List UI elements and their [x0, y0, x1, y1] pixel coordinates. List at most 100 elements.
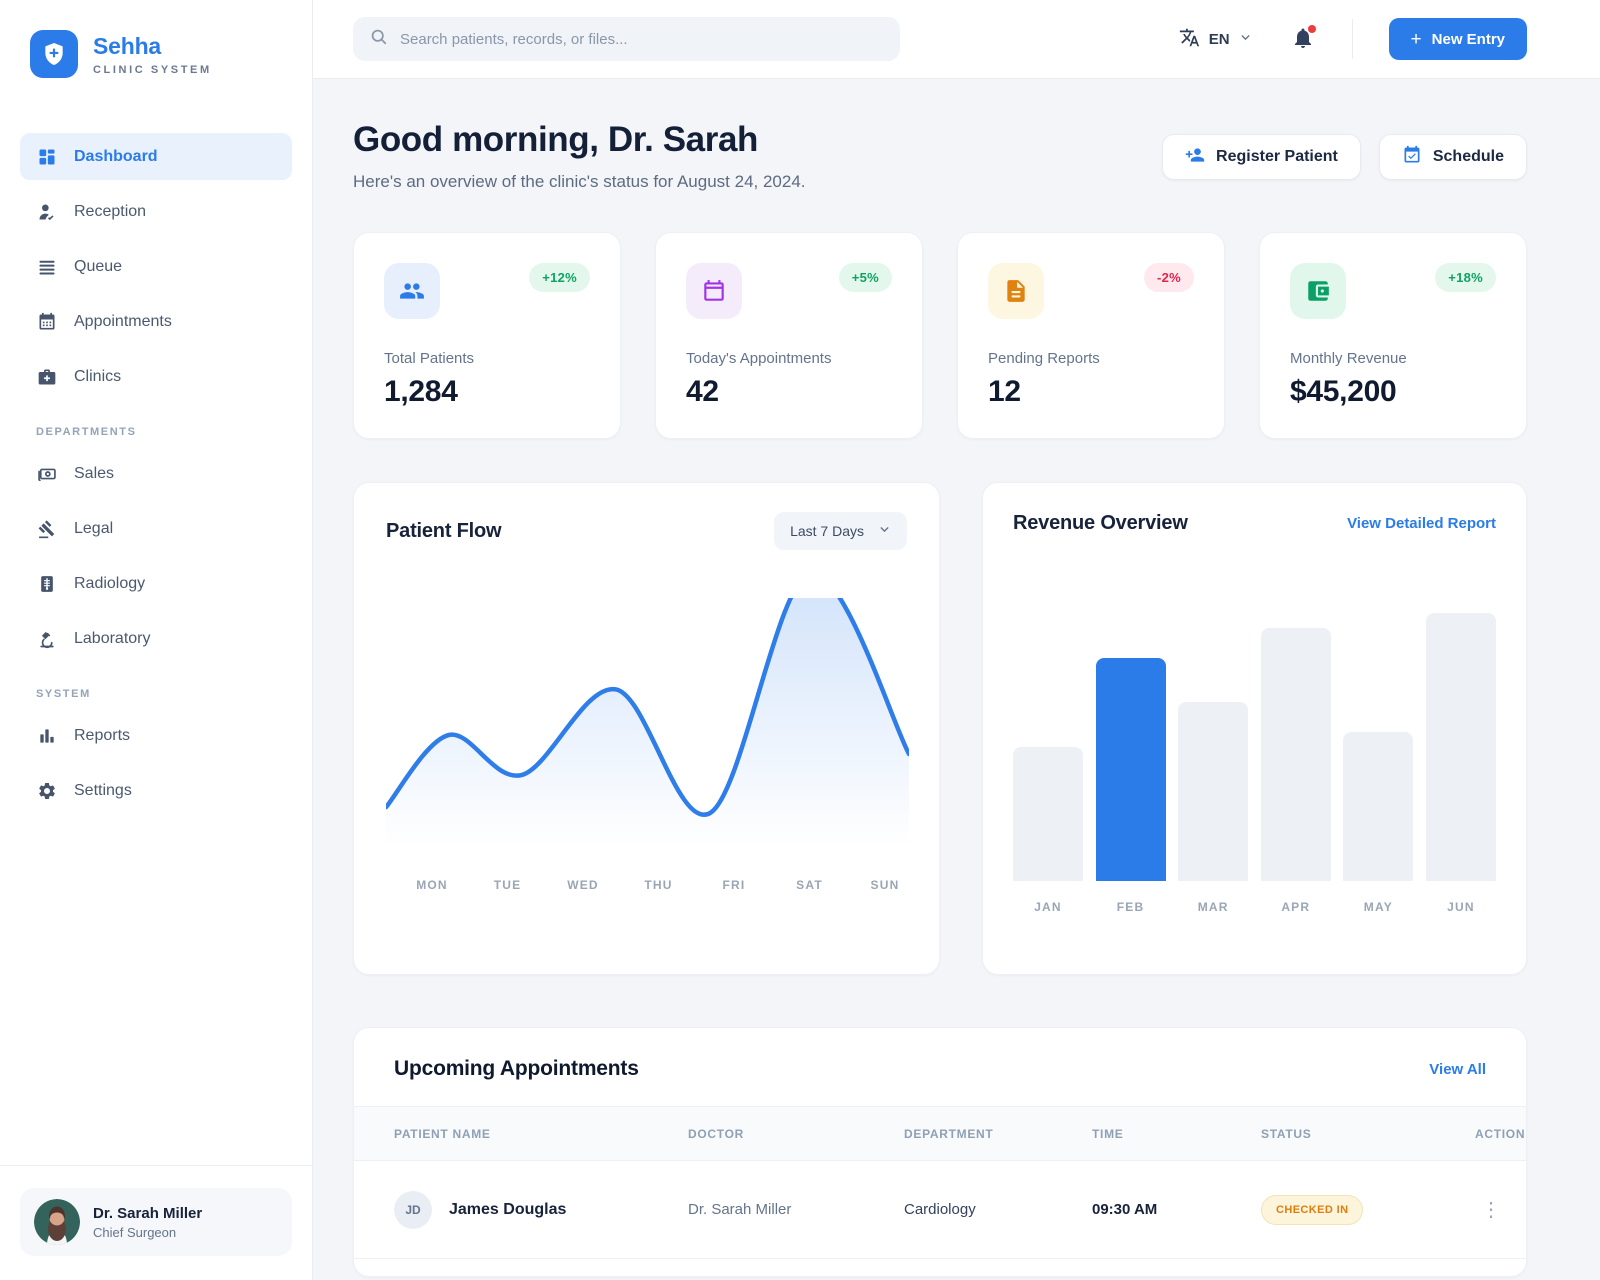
- delta-badge: -2%: [1143, 263, 1194, 292]
- radiology-icon: [36, 573, 58, 595]
- stat-value: $45,200: [1290, 375, 1397, 408]
- sidebar-item-reception[interactable]: Reception: [20, 188, 292, 235]
- stat-card-todays-appointments: +5% Today's Appointments 42: [655, 232, 923, 439]
- settings-icon: [36, 780, 58, 802]
- content-column: EN + New Entry Good morning, Dr. Sarah: [313, 0, 1600, 1280]
- x-axis-label: SUN: [870, 878, 900, 892]
- sidebar-item-label: Appointments: [74, 312, 172, 330]
- sales-icon: [36, 463, 58, 485]
- patient-flow-card: Patient Flow Last 7 Days MON TUE WED THU FRI…: [353, 482, 940, 975]
- stat-card-monthly-revenue: +18% Monthly Revenue $45,200: [1259, 232, 1527, 439]
- language-selector[interactable]: EN: [1179, 27, 1252, 52]
- revenue-bar-feb: [1095, 657, 1166, 881]
- revenue-bar-jun: [1425, 612, 1496, 881]
- x-axis-label: FEB: [1116, 900, 1145, 914]
- sidebar-item-label: Queue: [74, 257, 123, 275]
- x-axis-label: THU: [644, 878, 673, 892]
- sidebar-item-clinics[interactable]: Clinics: [20, 353, 292, 400]
- sidebar-item-appointments[interactable]: Appointments: [20, 298, 292, 345]
- stat-label: Monthly Revenue: [1290, 350, 1407, 367]
- clinics-icon: [36, 366, 58, 388]
- wallet-icon: [1290, 263, 1346, 319]
- avatar: [34, 1199, 80, 1245]
- profile-role: Chief Surgeon: [93, 1224, 177, 1240]
- sidebar-item-dashboard[interactable]: Dashboard: [20, 133, 292, 180]
- notification-dot: [1307, 25, 1316, 33]
- profile-name: Dr. Sarah Miller: [93, 1204, 203, 1222]
- reception-icon: [36, 201, 58, 223]
- doctor-name: Dr. Sarah Miller: [688, 1201, 792, 1218]
- stat-value: 1,284: [384, 375, 458, 408]
- page-title: Good morning, Dr. Sarah: [353, 120, 759, 159]
- column-header: TIME: [1092, 1126, 1124, 1141]
- notifications-button[interactable]: [1290, 25, 1316, 53]
- stat-value: 42: [686, 375, 719, 408]
- patient-flow-x-axis: MON TUE WED THU FRI SAT SUN: [386, 878, 907, 892]
- language-code: EN: [1208, 30, 1230, 48]
- x-axis-label: WED: [567, 878, 599, 892]
- translate-icon: [1179, 27, 1200, 52]
- sidebar-item-legal[interactable]: Legal: [20, 505, 292, 552]
- table-row[interactable]: JD James Douglas Dr. Sarah Miller Cardio…: [354, 1161, 1526, 1259]
- column-header: STATUS: [1261, 1126, 1312, 1141]
- appointment-time: 09:30 AM: [1092, 1201, 1158, 1218]
- delta-badge: +12%: [529, 263, 590, 292]
- patient-flow-title: Patient Flow: [386, 519, 502, 542]
- sidebar-item-laboratory[interactable]: Laboratory: [20, 615, 292, 662]
- search-icon: [369, 27, 388, 51]
- bell-icon: [1291, 28, 1315, 53]
- revenue-x-axis: JAN FEB MAR APR MAY JUN: [1013, 900, 1496, 914]
- sidebar-item-reports[interactable]: Reports: [20, 712, 292, 759]
- delta-badge: +18%: [1435, 263, 1496, 292]
- x-axis-label: SAT: [796, 878, 823, 892]
- revenue-title: Revenue Overview: [1013, 512, 1188, 534]
- revenue-bar-jan: [1013, 746, 1083, 881]
- register-patient-button[interactable]: Register Patient: [1162, 134, 1361, 180]
- patients-icon: [384, 263, 440, 319]
- delta-badge: +5%: [838, 263, 892, 292]
- page-header: Good morning, Dr. Sarah Here's an overvi…: [353, 120, 1527, 192]
- stat-card-total-patients: +12% Total Patients 1,284: [353, 232, 621, 439]
- view-detailed-report-link[interactable]: View Detailed Report: [1347, 515, 1496, 532]
- calendar-icon: [686, 263, 742, 319]
- sidebar-item-label: Reports: [74, 726, 131, 744]
- sidebar-item-sales[interactable]: Sales: [20, 450, 292, 497]
- column-header: DEPARTMENT: [904, 1126, 994, 1141]
- search-bar[interactable]: [353, 17, 900, 61]
- sidebar-item-label: Legal: [74, 519, 114, 537]
- department: Cardiology: [904, 1201, 976, 1218]
- stat-label: Pending Reports: [988, 350, 1100, 367]
- new-entry-button[interactable]: + New Entry: [1388, 18, 1527, 60]
- chevron-down-icon: [878, 523, 891, 539]
- column-header: ACTION: [1475, 1126, 1526, 1141]
- search-input[interactable]: [400, 30, 884, 48]
- sidebar-item-radiology[interactable]: Radiology: [20, 560, 292, 607]
- chevron-down-icon: [1239, 31, 1252, 48]
- document-icon: [988, 263, 1044, 319]
- appointments-card: Upcoming Appointments View All PATIENT N…: [353, 1027, 1527, 1277]
- revenue-bar-apr: [1260, 627, 1331, 881]
- column-header: DOCTOR: [688, 1126, 744, 1141]
- sidebar-item-label: Clinics: [74, 367, 122, 385]
- schedule-button[interactable]: Schedule: [1378, 134, 1527, 180]
- reports-icon: [36, 725, 58, 747]
- appointments-icon: [36, 311, 58, 333]
- row-actions-button[interactable]: ⋮: [1475, 1196, 1507, 1224]
- user-profile-card[interactable]: Dr. Sarah Miller Chief Surgeon: [20, 1188, 292, 1256]
- x-axis-label: FRI: [722, 878, 746, 892]
- sidebar-item-label: Dashboard: [74, 147, 158, 165]
- view-all-link[interactable]: View All: [1429, 1060, 1486, 1078]
- sidebar-item-settings[interactable]: Settings: [20, 767, 292, 814]
- sidebar-item-label: Sales: [74, 464, 115, 482]
- date-range-select[interactable]: Last 7 Days: [774, 512, 907, 550]
- sidebar-item-queue[interactable]: Queue: [20, 243, 292, 290]
- topbar-divider: [1351, 19, 1353, 59]
- patient-flow-chart: [386, 598, 909, 848]
- dashboard-icon: [36, 146, 58, 168]
- appointments-title: Upcoming Appointments: [394, 1057, 639, 1080]
- x-axis-label: MAR: [1197, 900, 1229, 914]
- revenue-bar-may: [1343, 732, 1414, 881]
- app-tagline: CLINIC SYSTEM: [93, 63, 212, 76]
- status-badge: CHECKED IN: [1261, 1194, 1364, 1225]
- x-axis-label: JAN: [1034, 900, 1062, 914]
